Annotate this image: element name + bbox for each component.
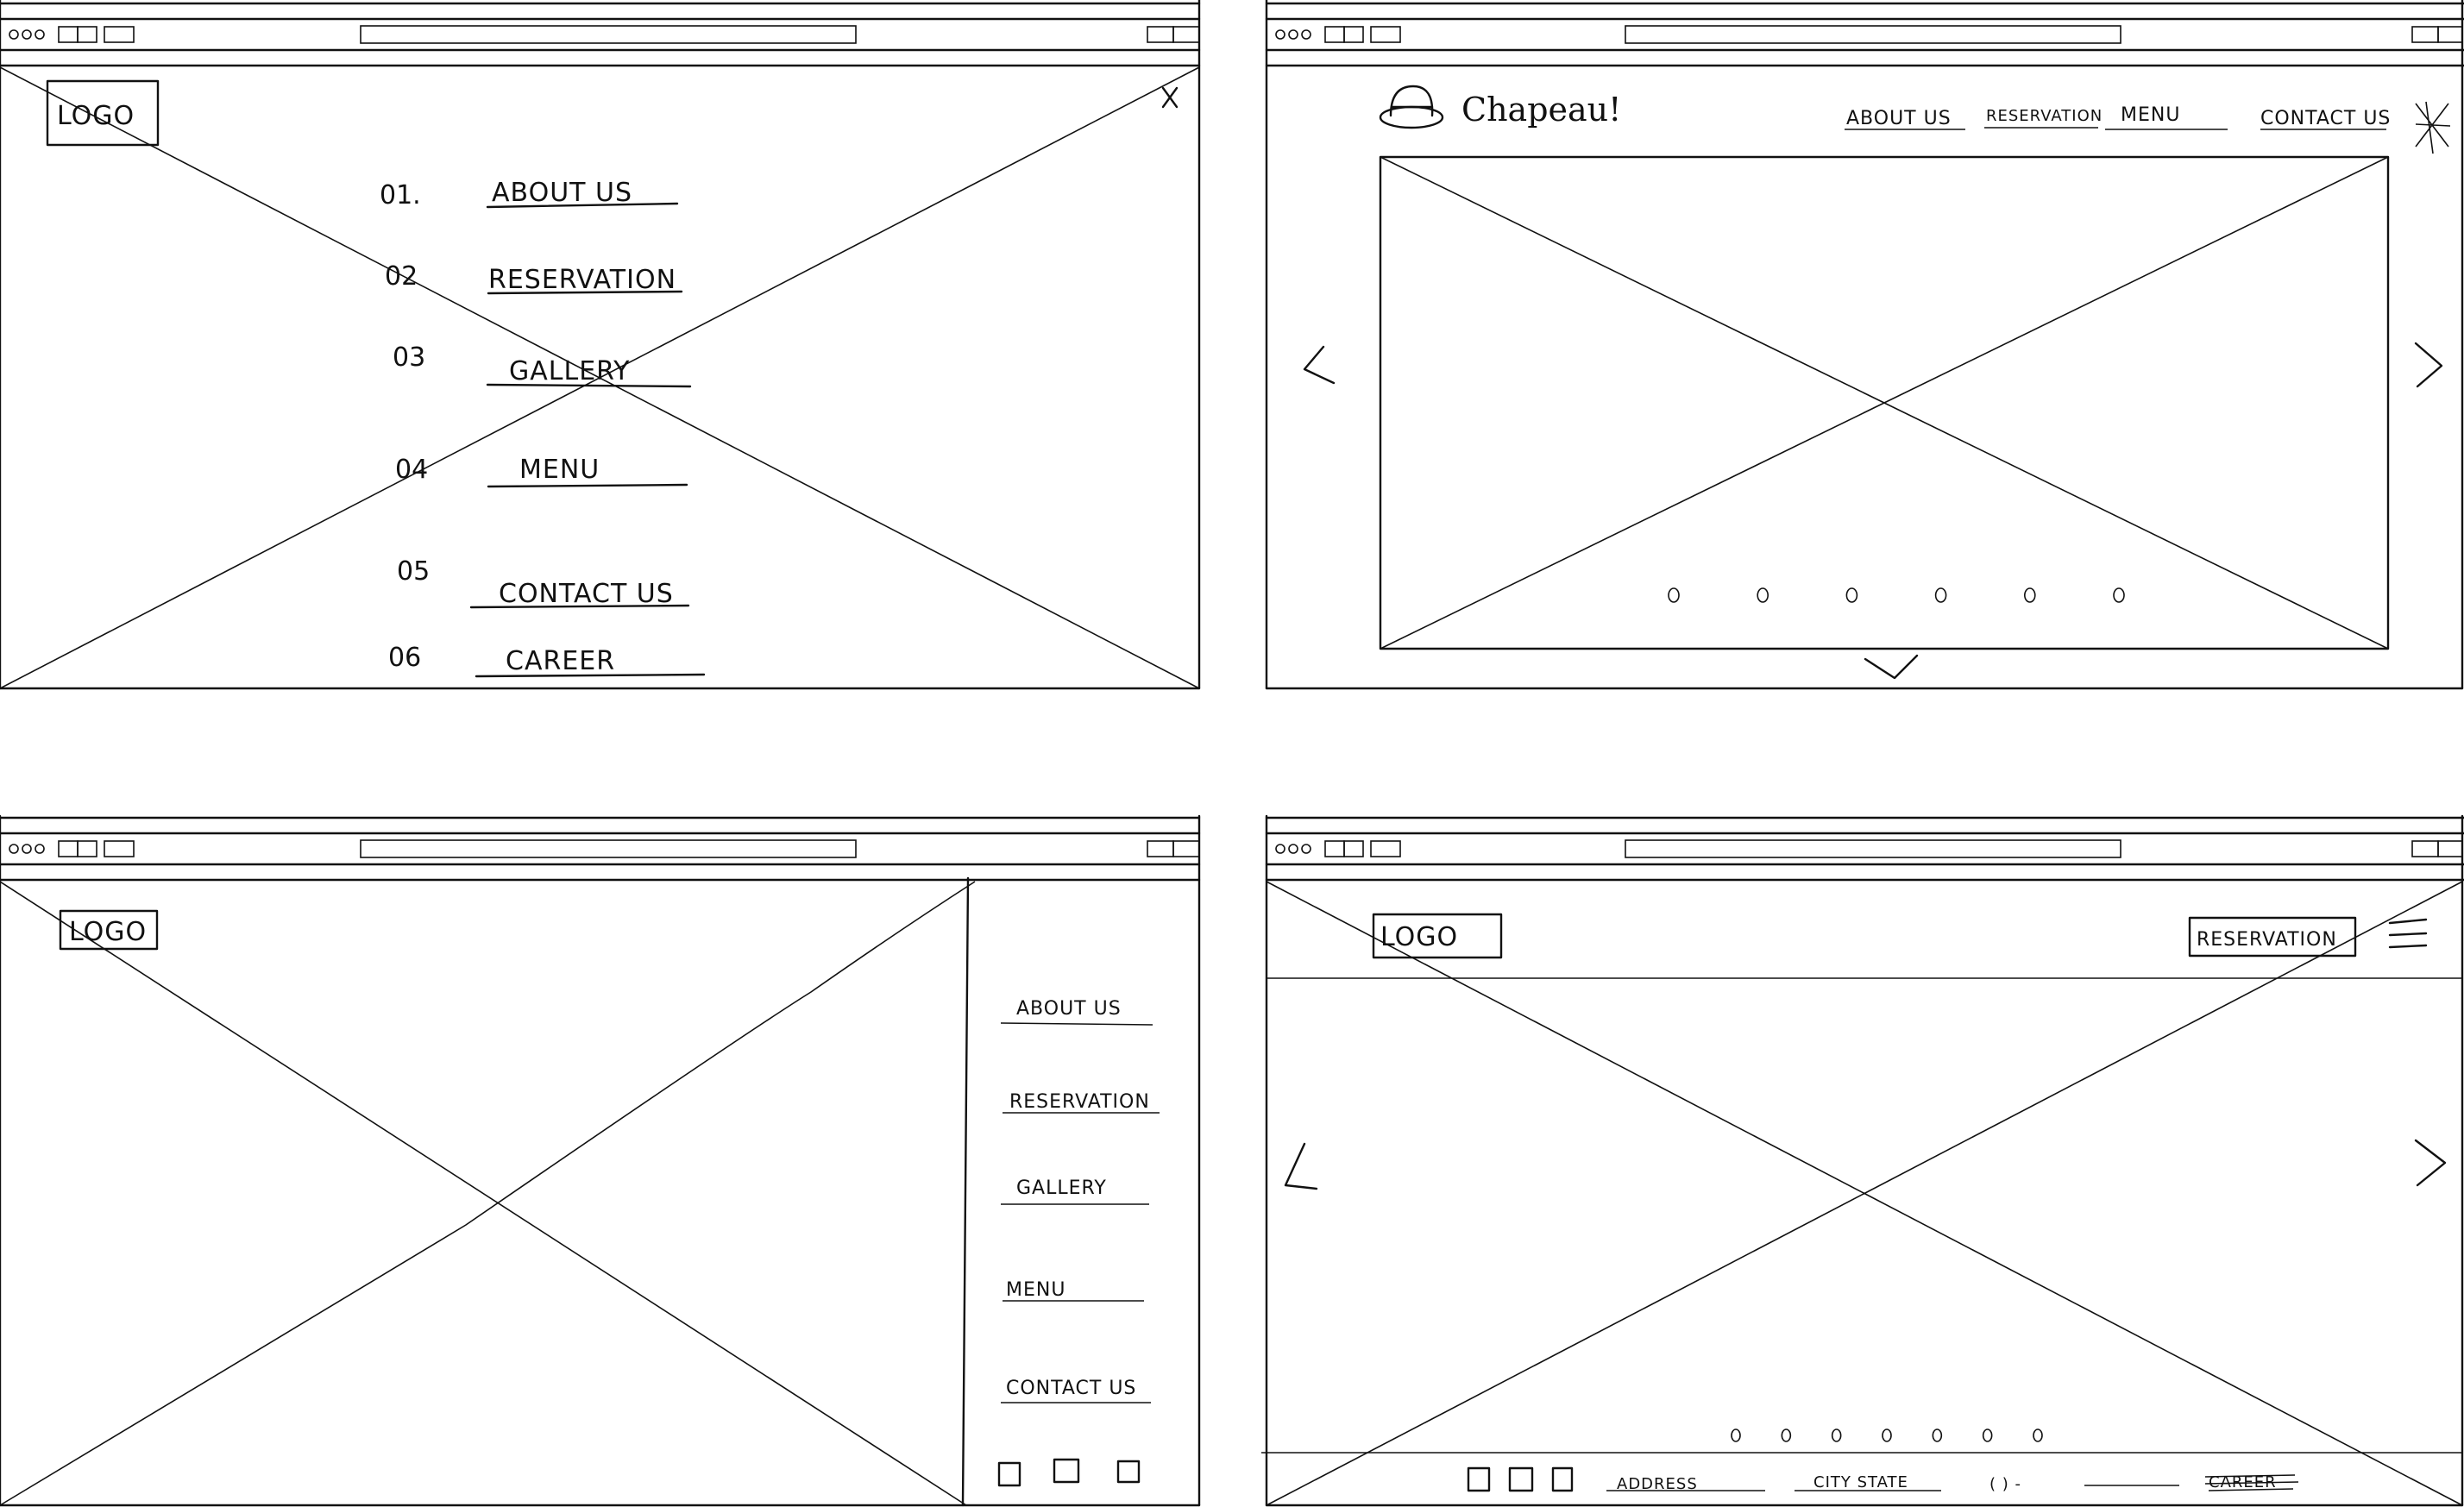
carousel-dots <box>1668 587 2125 603</box>
carousel-dot[interactable] <box>1932 1429 1943 1442</box>
address-bar[interactable] <box>360 839 857 858</box>
logo-box[interactable] <box>1372 913 1503 959</box>
logo: LOGO <box>69 917 147 947</box>
browser-chrome <box>1265 816 2464 882</box>
panel-homepage-carousel: Chapeau! ABOUT US RESERVATION MENU CONTA… <box>1265 0 2464 690</box>
panel-homepage-footer: LOGO RESERVATION ADDRESS CITY STATE ( ) … <box>1261 814 2464 1507</box>
browser-chrome <box>1265 2 2464 67</box>
sidebar-item-menu[interactable]: MENU <box>1006 1279 1065 1301</box>
browser-chrome <box>0 2 1201 67</box>
nav-contact-us[interactable]: CONTACT US <box>2260 108 2391 129</box>
social-icon[interactable] <box>1116 1460 1141 1484</box>
image-placeholder <box>0 66 1200 689</box>
social-icon[interactable] <box>1053 1458 1080 1484</box>
chevron-right-icon[interactable] <box>2414 1139 2447 1187</box>
social-icon[interactable] <box>997 1461 1021 1487</box>
nav-reservation[interactable]: RESERVATION <box>1986 107 2103 125</box>
nav-menu[interactable]: MENU <box>2121 104 2180 126</box>
social-icon[interactable] <box>1508 1466 1534 1492</box>
social-icon[interactable] <box>1467 1466 1491 1492</box>
chevron-left-icon[interactable] <box>1303 345 1336 385</box>
carousel-dot[interactable] <box>2033 1429 2043 1442</box>
browser-chrome <box>0 816 1201 882</box>
menu-number-2: 02 <box>385 261 418 292</box>
carousel-dot[interactable] <box>1982 1429 1993 1442</box>
menu-item-contact-us[interactable]: CONTACT US <box>499 579 674 609</box>
carousel-dot[interactable] <box>2113 587 2125 603</box>
footer-city-state: CITY STATE <box>1813 1473 1908 1491</box>
drawer-edge <box>961 876 970 1507</box>
image-placeholder <box>0 881 976 1506</box>
logo-box[interactable] <box>46 79 160 147</box>
address-bar[interactable] <box>1625 839 2121 858</box>
sidebar-item-gallery[interactable]: GALLERY <box>1016 1177 1107 1199</box>
hamburger-icon[interactable] <box>2388 918 2428 949</box>
close-icon[interactable] <box>1161 86 1179 109</box>
carousel-dot[interactable] <box>1781 1429 1792 1442</box>
menu-item-menu[interactable]: MENU <box>519 455 600 485</box>
logo: LOGO <box>57 101 135 131</box>
nav-about-us[interactable]: ABOUT US <box>1846 108 1952 129</box>
brand-name: Chapeau! <box>1461 91 1621 129</box>
carousel-dot[interactable] <box>1934 587 1947 603</box>
menu-item-reservation[interactable]: RESERVATION <box>488 265 676 295</box>
sidebar-item-about-us[interactable]: ABOUT US <box>1016 998 1122 1020</box>
carousel-dot[interactable] <box>2024 587 2036 603</box>
menu-number-4: 04 <box>395 455 428 485</box>
scribble-icon <box>2415 101 2451 154</box>
carousel-dot[interactable] <box>1845 587 1858 603</box>
reservation-button[interactable] <box>2188 916 2357 958</box>
sidebar-item-contact-us[interactable]: CONTACT US <box>1006 1378 1136 1399</box>
menu-item-about-us[interactable]: ABOUT US <box>492 178 632 208</box>
carousel-dot[interactable] <box>1882 1429 1892 1442</box>
address-bar[interactable] <box>1625 25 2121 44</box>
reservation-button-label: RESERVATION <box>2197 929 2337 951</box>
chevron-right-icon[interactable] <box>2414 342 2443 388</box>
menu-number-6: 06 <box>388 643 421 673</box>
hero-image-placeholder <box>1379 155 2390 650</box>
menu-item-career[interactable]: CAREER <box>506 646 615 676</box>
menu-item-gallery[interactable]: GALLERY <box>509 356 630 386</box>
footer-phone: ( ) - <box>1989 1475 2021 1493</box>
logo: LOGO <box>1380 922 1458 952</box>
footer-address: ADDRESS <box>1617 1475 1698 1493</box>
address-bar[interactable] <box>360 25 857 44</box>
carousel-dot[interactable] <box>1831 1429 1842 1442</box>
logo-box[interactable] <box>59 909 159 951</box>
strikethrough-scribble <box>2204 1474 2299 1491</box>
social-icon[interactable] <box>1551 1466 1574 1492</box>
sidebar-item-reservation[interactable]: RESERVATION <box>1009 1091 1150 1113</box>
panel-side-drawer: LOGO ABOUT US RESERVATION GALLERY MENU C… <box>0 814 1201 1507</box>
chevron-down-icon[interactable] <box>1864 654 1919 680</box>
chevron-left-icon[interactable] <box>1284 1142 1318 1190</box>
panel-fullscreen-menu: LOGO 01. ABOUT US 02 RESERVATION 03 GALL… <box>0 0 1201 690</box>
menu-number-3: 03 <box>393 342 425 373</box>
carousel-dot[interactable] <box>1757 587 1769 603</box>
menu-number-1: 01. <box>380 180 421 210</box>
carousel-dot[interactable] <box>1731 1429 1741 1442</box>
hero-image-placeholder <box>1266 881 2463 1506</box>
hat-icon <box>1379 85 1444 129</box>
carousel-dot[interactable] <box>1668 587 1680 603</box>
menu-number-5: 05 <box>397 556 430 587</box>
carousel-dots <box>1731 1429 2043 1442</box>
